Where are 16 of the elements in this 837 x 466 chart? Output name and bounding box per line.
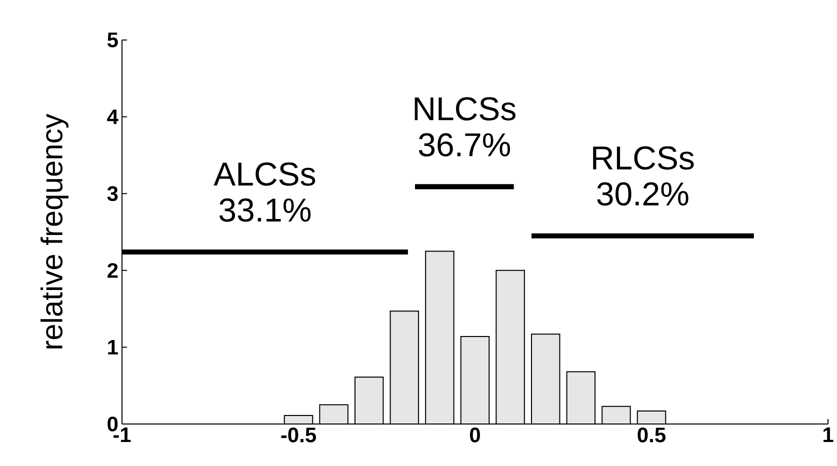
annotation: NLCSs [414, 97, 516, 120]
annotation: 36.7% [418, 133, 510, 156]
y-tick-label: 1 [108, 340, 118, 354]
x-tick-label: 0 [470, 428, 480, 442]
annotation: ALCSs [214, 162, 316, 186]
annotation: 30.2% [597, 182, 688, 206]
x-tick-label: 0.5 [638, 428, 666, 442]
annotation: RLCSs [593, 146, 694, 170]
y-tick-label: 5 [107, 32, 118, 48]
y-axis-title: relative frequency [40, 114, 68, 348]
x-tick-label: 1 [823, 428, 834, 442]
x-tick-label: -0.5 [281, 428, 316, 442]
y-tick-label: 2 [108, 263, 118, 278]
y-tick-label: 3 [107, 186, 118, 202]
annotation: 33.1% [219, 198, 311, 222]
y-tick-label: 4 [107, 110, 118, 124]
